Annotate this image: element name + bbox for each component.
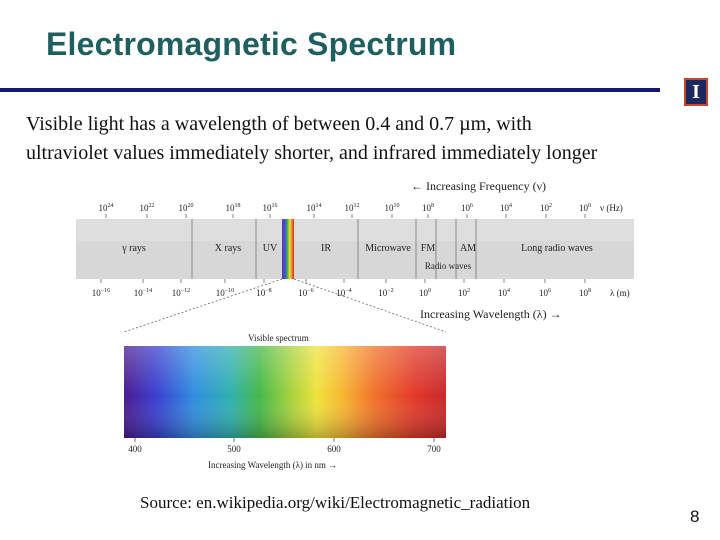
spectrum-diagram: ← Increasing Frequency (ν) 1024 1022 102… — [76, 179, 634, 470]
visible-tick-500: 500 — [227, 444, 241, 454]
frequency-tick-marks — [105, 214, 586, 218]
frequency-axis-label: ← Increasing Frequency (ν) — [411, 179, 546, 193]
freq-tick: 1020 — [179, 203, 194, 213]
spectrum-figure: ← Increasing Frequency (ν) 1024 1022 102… — [70, 176, 650, 476]
visible-tick-marks — [134, 438, 435, 442]
wavelength-axis-label: Increasing Wavelength (λ) → — [420, 307, 562, 321]
body-line-1: Visible light has a wavelength of betwee… — [26, 113, 532, 135]
slide-title: Electromagnetic Spectrum — [46, 26, 457, 62]
freq-tick: 1016 — [263, 203, 278, 213]
wl-tick: 10−8 — [256, 288, 271, 298]
wl-tick: 10−6 — [298, 288, 313, 298]
page-number: 8 — [690, 507, 700, 526]
body-text: Visible light has a wavelength of betwee… — [26, 110, 716, 168]
wl-tick: 10−4 — [336, 288, 351, 298]
visible-tick-400: 400 — [128, 444, 142, 454]
freq-tick: 100 — [579, 203, 591, 213]
freq-tick: 1012 — [345, 203, 360, 213]
freq-tick: 106 — [461, 203, 473, 213]
wl-tick: 106 — [539, 288, 551, 298]
visible-tick-700: 700 — [427, 444, 441, 454]
radio-waves-label: Radio waves — [425, 261, 472, 271]
freq-unit: ν (Hz) — [600, 203, 623, 213]
wl-tick: 10−10 — [216, 288, 234, 298]
freq-tick: 104 — [500, 203, 512, 213]
title-divider — [0, 88, 660, 92]
band-gamma: γ rays — [121, 243, 146, 254]
wl-tick: 10−16 — [92, 288, 110, 298]
wl-tick: 10−2 — [378, 288, 393, 298]
band-fm: FM — [421, 243, 436, 254]
wl-tick: 104 — [498, 288, 510, 298]
band-xray: X rays — [215, 243, 241, 254]
visible-tick-600: 600 — [327, 444, 341, 454]
freq-tick: 1010 — [385, 203, 400, 213]
wavelength-ticks: 10−16 10−14 10−12 10−10 10−8 10−6 10−4 1… — [92, 288, 630, 298]
wl-tick: 102 — [458, 288, 470, 298]
freq-tick: 1024 — [99, 203, 114, 213]
wl-tick: 10−14 — [134, 288, 152, 298]
wl-unit: λ (m) — [610, 288, 630, 298]
body-line-2: ultraviolet values immediately shorter, … — [26, 142, 598, 164]
visible-spectrum-shade — [124, 346, 446, 438]
projection-left — [123, 278, 283, 333]
wl-tick: 10−12 — [172, 288, 190, 298]
university-logo: I — [684, 78, 708, 106]
projection-right — [293, 278, 447, 333]
freq-tick: 1022 — [140, 203, 155, 213]
band-long-radio: Long radio waves — [521, 243, 593, 254]
wl-tick: 108 — [579, 288, 591, 298]
band-dividers — [191, 219, 477, 279]
freq-tick: 1014 — [307, 203, 322, 213]
source-citation: Source: en.wikipedia.org/wiki/Electromag… — [140, 493, 531, 512]
frequency-ticks: 1024 1022 1020 1018 1016 1014 1012 1010 … — [99, 203, 623, 213]
freq-tick: 102 — [540, 203, 552, 213]
visible-axis-label: Increasing Wavelength (λ) in nm → — [208, 460, 337, 470]
band-ir: IR — [321, 243, 331, 254]
freq-tick: 108 — [422, 203, 434, 213]
wl-tick: 100 — [419, 288, 431, 298]
band-microwave: Microwave — [365, 243, 411, 254]
band-uv: UV — [263, 243, 278, 254]
visible-strip — [282, 219, 294, 279]
band-highlight — [76, 219, 634, 241]
band-am: AM — [460, 243, 476, 254]
visible-spectrum-title: Visible spectrum — [248, 333, 309, 343]
wavelength-tick-marks — [100, 279, 586, 283]
freq-tick: 1018 — [226, 203, 241, 213]
